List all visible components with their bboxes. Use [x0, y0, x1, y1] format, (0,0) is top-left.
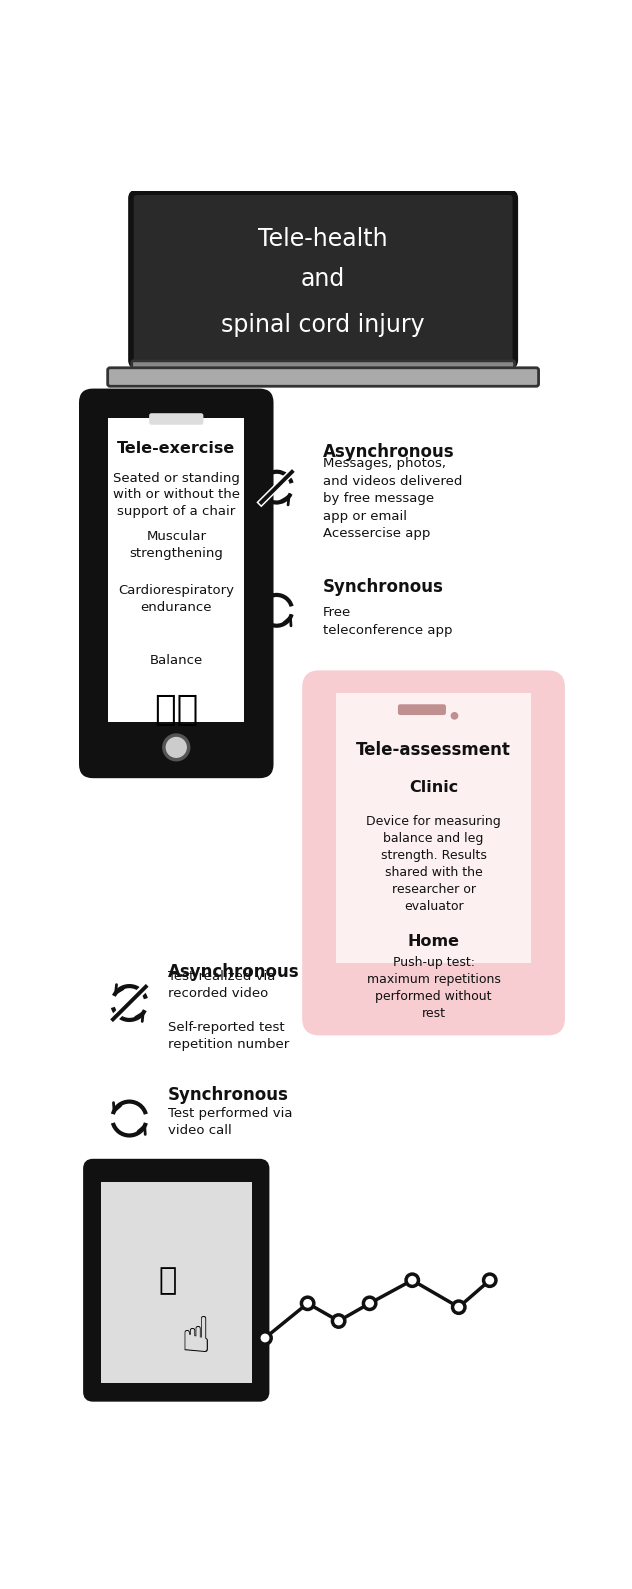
Text: Tele-assessment: Tele-assessment [356, 742, 511, 760]
Text: spinal cord injury: spinal cord injury [221, 313, 425, 337]
FancyBboxPatch shape [79, 389, 274, 779]
FancyBboxPatch shape [398, 704, 446, 715]
Circle shape [164, 736, 189, 760]
Circle shape [451, 712, 458, 720]
Circle shape [406, 1274, 418, 1287]
Text: Asynchronous: Asynchronous [168, 963, 300, 982]
FancyBboxPatch shape [85, 1162, 267, 1400]
Text: Synchronous: Synchronous [168, 1087, 289, 1104]
Text: Messages, photos,
and videos delivered
by free message
app or email
Acessercise : Messages, photos, and videos delivered b… [323, 458, 463, 540]
Text: Home: Home [408, 934, 459, 949]
Text: 🏋️: 🏋️ [159, 1266, 177, 1295]
Text: Tele-health: Tele-health [258, 227, 388, 251]
Circle shape [363, 1297, 376, 1309]
Text: Device for measuring
balance and leg
strength. Results
shared with the
researche: Device for measuring balance and leg str… [366, 815, 501, 914]
Text: 🧑‍🦽: 🧑‍🦽 [155, 693, 198, 728]
Text: ☝️: ☝️ [181, 1314, 212, 1362]
FancyBboxPatch shape [149, 413, 204, 424]
FancyBboxPatch shape [131, 361, 514, 373]
FancyBboxPatch shape [131, 192, 515, 365]
Text: Cardiorespiratory
endurance: Cardiorespiratory endurance [118, 585, 234, 613]
Circle shape [258, 1332, 271, 1344]
Text: Test performed via
video call: Test performed via video call [168, 1108, 293, 1138]
FancyBboxPatch shape [109, 418, 244, 721]
Text: Asynchronous: Asynchronous [323, 443, 455, 461]
Text: Tele-exercise: Tele-exercise [117, 442, 235, 456]
Text: Muscular
strengthening: Muscular strengthening [130, 531, 223, 559]
Text: Balance: Balance [150, 655, 203, 667]
Text: Free
teleconference app: Free teleconference app [323, 607, 453, 637]
Circle shape [483, 1274, 496, 1287]
Text: Push-up test:
maximum repetitions
performed without
rest: Push-up test: maximum repetitions perfor… [367, 955, 501, 1020]
Text: and: and [301, 267, 345, 291]
Text: Clinic: Clinic [409, 780, 458, 794]
Text: Synchronous: Synchronous [323, 578, 444, 596]
Text: Test realized via
recorded video

Self-reported test
repetition number: Test realized via recorded video Self-re… [168, 971, 289, 1052]
Circle shape [453, 1301, 465, 1314]
FancyBboxPatch shape [107, 367, 538, 386]
FancyBboxPatch shape [336, 693, 531, 963]
FancyBboxPatch shape [302, 671, 565, 1036]
Text: Seated or standing
with or without the
support of a chair: Seated or standing with or without the s… [112, 472, 240, 518]
Circle shape [301, 1297, 314, 1309]
FancyBboxPatch shape [100, 1182, 252, 1382]
Circle shape [332, 1314, 345, 1327]
